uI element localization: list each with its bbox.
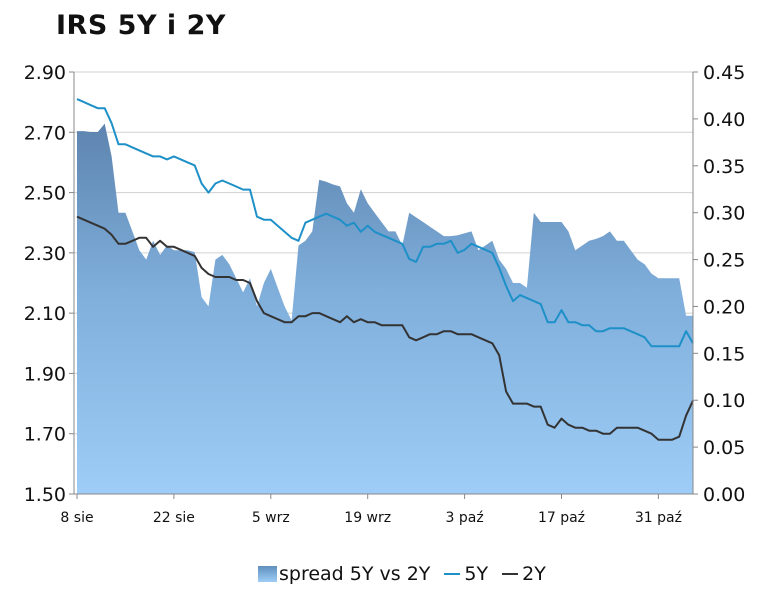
series-spread-area xyxy=(77,123,693,494)
tick-labels: 2.90 2.70 2.50 2.30 2.10 1.90 1.70 1.50 0.45 0.40… xyxy=(24,62,746,526)
series-5y-line xyxy=(76,98,694,348)
legend-item-spread: spread 5Y vs 2Y xyxy=(258,563,430,585)
right-tick-label: 0.05 xyxy=(703,437,745,459)
right-tick-label: 0.00 xyxy=(703,484,745,506)
right-tick-label: 0.25 xyxy=(703,250,745,272)
right-tick-label: 0.30 xyxy=(703,203,745,225)
right-tick-label: 0.45 xyxy=(703,62,745,84)
legend-label-spread: spread 5Y vs 2Y xyxy=(279,563,431,585)
right-tick-label: 0.40 xyxy=(703,109,745,131)
spread-area-layer xyxy=(77,123,693,494)
left-tick-label: 1.50 xyxy=(24,484,66,506)
left-tick-label: 2.70 xyxy=(24,122,66,144)
right-tick-label: 0.35 xyxy=(703,156,745,178)
axes xyxy=(69,71,698,499)
legend-swatch-5y xyxy=(444,573,461,575)
legend-item-5y: 5Y xyxy=(444,563,488,585)
x-tick-label: 17 paź xyxy=(538,510,585,526)
x-tick-label: 5 wrz xyxy=(252,510,290,526)
legend-swatch-2y xyxy=(502,573,519,575)
right-tick-label: 0.20 xyxy=(703,296,745,318)
legend-swatch-area xyxy=(258,566,277,582)
left-tick-label: 2.50 xyxy=(24,183,66,205)
right-tick-label: 0.10 xyxy=(703,390,745,412)
x-tick-label: 19 wrz xyxy=(344,510,391,526)
chart-title: IRS 5Y i 2Y xyxy=(56,10,226,41)
chart-canvas: 2.90 2.70 2.50 2.30 2.10 1.90 1.70 1.50 0.45 0.40… xyxy=(24,62,746,526)
series-2y-line xyxy=(76,215,694,441)
left-tick-label: 1.70 xyxy=(24,424,66,446)
series-lines-layer xyxy=(76,98,694,441)
x-tick-label: 8 sie xyxy=(60,510,93,526)
legend-label-5y: 5Y xyxy=(464,563,489,585)
x-tick-label: 3 paź xyxy=(446,510,484,526)
x-tick-label: 31 paź xyxy=(635,510,682,526)
legend-label-2y: 2Y xyxy=(522,563,546,585)
left-tick-label: 2.30 xyxy=(24,243,66,265)
legend: spread 5Y vs 2Y 5Y 2Y xyxy=(258,560,560,588)
right-tick-label: 0.15 xyxy=(703,343,745,365)
legend-item-2y: 2Y xyxy=(502,563,546,585)
left-tick-label: 2.90 xyxy=(24,62,66,84)
x-tick-label: 22 sie xyxy=(153,510,195,526)
left-tick-label: 2.10 xyxy=(24,303,66,325)
left-tick-label: 1.90 xyxy=(24,363,66,385)
